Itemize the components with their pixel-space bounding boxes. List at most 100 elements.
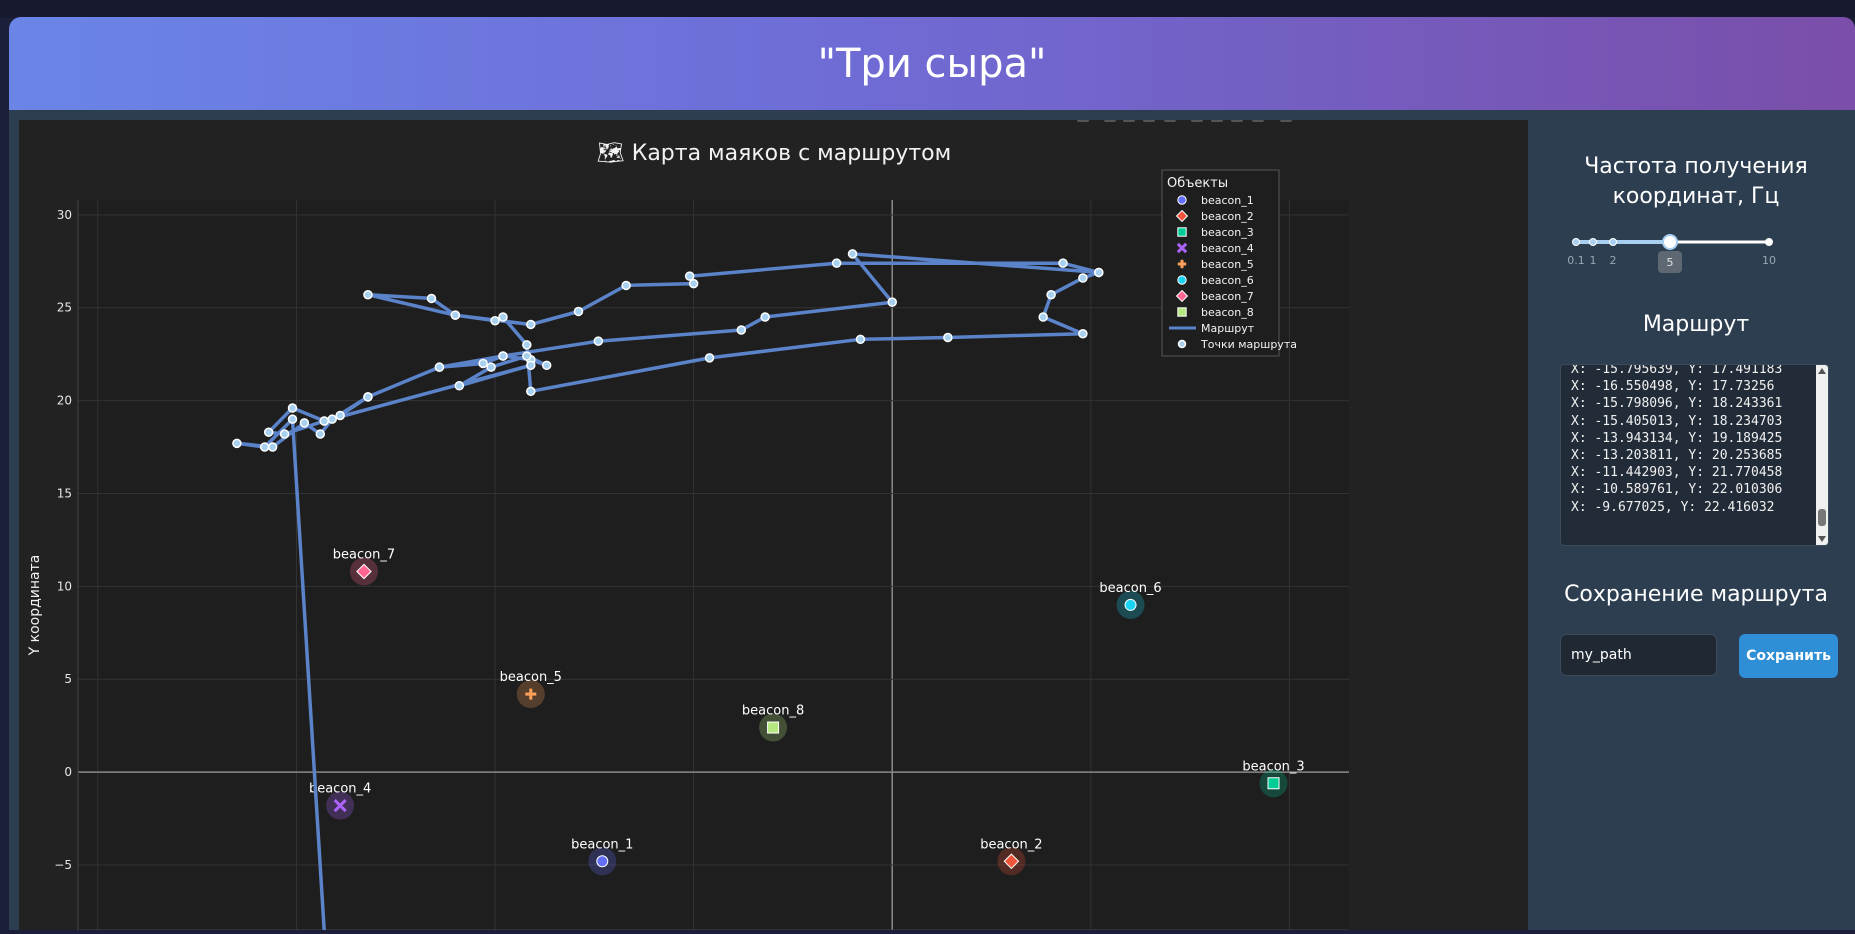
legend-swatch <box>1177 275 1187 285</box>
route-layer <box>232 249 1104 933</box>
slider-value-tooltip <box>1658 251 1682 273</box>
route-point <box>526 386 536 397</box>
scroll-up-icon[interactable] <box>1818 368 1826 374</box>
y-tick-label: 0 <box>64 765 72 779</box>
route-point <box>847 249 858 259</box>
route-point <box>522 340 532 350</box>
slider-mark-label: 2 <box>1610 254 1617 267</box>
route-point <box>855 334 866 345</box>
legend-swatch <box>1177 339 1187 349</box>
route-point <box>490 315 500 326</box>
route-point <box>478 358 488 369</box>
save-button[interactable]: Сохранить <box>1739 634 1838 678</box>
route-point <box>267 442 278 452</box>
legend-item-label: beacon_3 <box>1201 226 1254 239</box>
legend-swatch <box>1175 289 1189 303</box>
legend-swatch <box>1177 195 1187 205</box>
beacon-marker <box>1267 777 1280 790</box>
route-point <box>1094 267 1104 278</box>
route-point <box>1038 312 1048 322</box>
route-point <box>684 271 695 281</box>
route-point <box>498 351 508 361</box>
route-point <box>526 319 536 330</box>
plotly-logo-icon[interactable] <box>1280 112 1292 122</box>
beacon-marker <box>596 855 609 868</box>
route-point <box>736 325 747 335</box>
route-line <box>235 252 1101 933</box>
beacon-marker <box>1124 598 1137 611</box>
scroll-thumb[interactable] <box>1818 509 1826 526</box>
route-point <box>299 418 310 428</box>
y-tick-label: 10 <box>57 579 72 593</box>
route-point <box>1078 273 1088 283</box>
route-point <box>486 362 496 372</box>
sidebar: Частота получения координат, Гц 0.1 1 2 10 5… <box>1537 110 1855 930</box>
lasso-icon[interactable] <box>1164 112 1176 122</box>
route-point <box>279 429 290 439</box>
route-point <box>526 360 536 371</box>
plot-area[interactable] <box>78 200 1349 930</box>
slider-mark-dot <box>1765 238 1773 246</box>
route-point <box>621 280 631 291</box>
app-title: "Три сыра" <box>817 40 1047 87</box>
route-coordinate-line: X: -16.550498, Y: 17.73256 <box>1571 379 1775 395</box>
route-coordinates-list: X: -15.795639, Y: 17.491183 X: -16.550498… <box>1571 364 1783 516</box>
route-point <box>498 312 508 322</box>
plot-panel: 🗺 Карта маяков с маршрутом Y координата … <box>19 112 1528 933</box>
route-point <box>760 312 770 322</box>
top-strip <box>0 0 1855 18</box>
route-point <box>319 416 330 426</box>
beacon-label: beacon_2 <box>980 837 1042 852</box>
legend-item-label: beacon_1 <box>1201 194 1254 207</box>
route-point <box>541 360 552 371</box>
route-coordinate-line: X: -15.798096, Y: 18.243361 <box>1571 396 1783 412</box>
legend: Объекты beacon_1 beacon_2 beacon_3 beacon_4b… <box>1161 169 1297 357</box>
beacon-marker <box>333 798 347 813</box>
filename-input[interactable] <box>1560 634 1717 676</box>
app-header: "Три сыра" <box>9 17 1855 110</box>
route-point <box>426 293 437 304</box>
beacon-map-plot[interactable]: 🗺 Карта маяков с маршрутом Y координата … <box>19 112 1528 933</box>
pan-icon[interactable] <box>1123 112 1135 122</box>
route-point <box>593 336 604 346</box>
plot-title: 🗺 Карта маяков с маршрутом <box>597 141 951 166</box>
box-select-icon[interactable] <box>1143 112 1155 122</box>
legend-swatch <box>1177 227 1187 237</box>
slider-handle[interactable] <box>1662 234 1678 250</box>
modebar <box>1077 112 1292 122</box>
route-coordinate-line: X: -15.405013, Y: 18.234703 <box>1571 413 1783 429</box>
route-textarea[interactable]: X: -15.795639, Y: 17.491183 X: -16.550498… <box>1560 364 1829 546</box>
zoom-icon[interactable] <box>1104 112 1116 122</box>
legend-swatch <box>1176 242 1188 254</box>
beacon-label: beacon_5 <box>500 670 562 685</box>
save-title: Сохранение маршрута <box>1564 582 1828 607</box>
route-point <box>327 414 337 424</box>
y-tick-label: −5 <box>54 858 72 872</box>
route-scrollbar[interactable] <box>1816 365 1828 545</box>
route-coordinate-line: X: -11.442903, Y: 21.770458 <box>1571 465 1783 481</box>
route-point <box>450 310 461 320</box>
legend-item-label: beacon_2 <box>1201 210 1254 223</box>
route-coordinate-line: X: -13.943134, Y: 19.189425 <box>1571 430 1783 446</box>
beacon-label: beacon_3 <box>1242 759 1304 774</box>
beacon-marker <box>356 563 372 580</box>
route-coordinate-line: X: -15.795639, Y: 17.491183 <box>1571 364 1783 377</box>
home-icon[interactable] <box>1252 112 1264 122</box>
slider-mark-label: 10 <box>1762 254 1776 267</box>
legend-title: Объекты <box>1167 176 1228 191</box>
scroll-down-icon[interactable] <box>1818 536 1826 542</box>
slider-mark-dot <box>1609 238 1617 246</box>
beacon-label: beacon_4 <box>309 782 371 797</box>
slider-mark-label: 0.1 <box>1567 254 1585 267</box>
zoom-in-icon[interactable] <box>1191 112 1203 122</box>
frequency-slider[interactable]: 0.1 1 2 10 5 <box>1537 222 1855 282</box>
legend-item-label: beacon_5 <box>1201 258 1254 271</box>
camera-icon[interactable] <box>1077 112 1089 122</box>
zoom-out-icon[interactable] <box>1211 112 1223 122</box>
y-tick-label: 15 <box>57 486 72 500</box>
slider-value-label: 5 <box>1667 256 1674 269</box>
y-tick-label: 30 <box>57 208 72 222</box>
legend-item-label: beacon_8 <box>1201 306 1254 319</box>
autoscale-icon[interactable] <box>1231 112 1243 122</box>
